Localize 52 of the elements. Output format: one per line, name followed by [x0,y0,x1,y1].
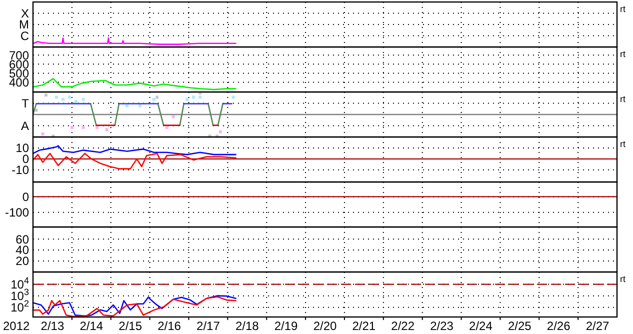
point [172,115,175,118]
text: A [20,118,29,133]
point [156,96,159,99]
point [105,128,108,132]
point [152,98,156,101]
x-axis-title: 2012 [3,319,30,333]
x-tick-label: 2/17 [196,319,220,333]
point [82,126,85,129]
point [44,94,48,97]
point [192,96,196,99]
point [186,98,189,101]
point [82,98,85,101]
point [198,96,202,99]
x-tick-label: 2/20 [313,319,337,333]
text: X [20,6,29,20]
point [55,96,58,99]
point [70,126,74,129]
y-tick-label: 10$^{2}$ [10,298,29,315]
y2-axis-title: rt [620,94,626,104]
y-tick-label: -100 [4,206,30,220]
x-tick-label: 2/13 [40,319,64,333]
x-tick-label: 2/15 [118,319,142,333]
x-tick-label: 2/16 [158,319,182,333]
x-tick-label: 2/25 [508,319,532,333]
point [165,126,168,129]
line-series [32,152,236,170]
x-tick-label: 2/27 [586,319,610,333]
x-tick-label: 2/19 [274,319,298,333]
point [232,96,235,99]
y2-axis-title: rt [620,4,626,14]
y2-axis-title: rt [620,49,626,59]
x-tick-label: 2/23 [430,319,454,333]
x-tick-label: 2/18 [235,319,260,333]
line-series [32,145,236,156]
point [126,104,129,108]
point [68,96,71,99]
point [218,130,222,134]
x-tick-label: 2/14 [80,319,104,333]
y2-axis-title: rt [620,139,626,149]
x-tick-label: 2/21 [352,319,376,333]
y2-axis-title: rt [620,274,626,284]
y-tick-label: 0 [22,190,30,204]
point [74,100,78,104]
point [62,98,65,101]
x-tick-label: 2/22 [391,319,415,333]
text: T [22,96,30,110]
line-series [32,78,236,90]
point [138,104,142,108]
point [96,126,99,129]
x-tick-label: 2/26 [546,319,571,333]
x-tick-label: 2/24 [469,319,493,333]
point [41,132,44,136]
